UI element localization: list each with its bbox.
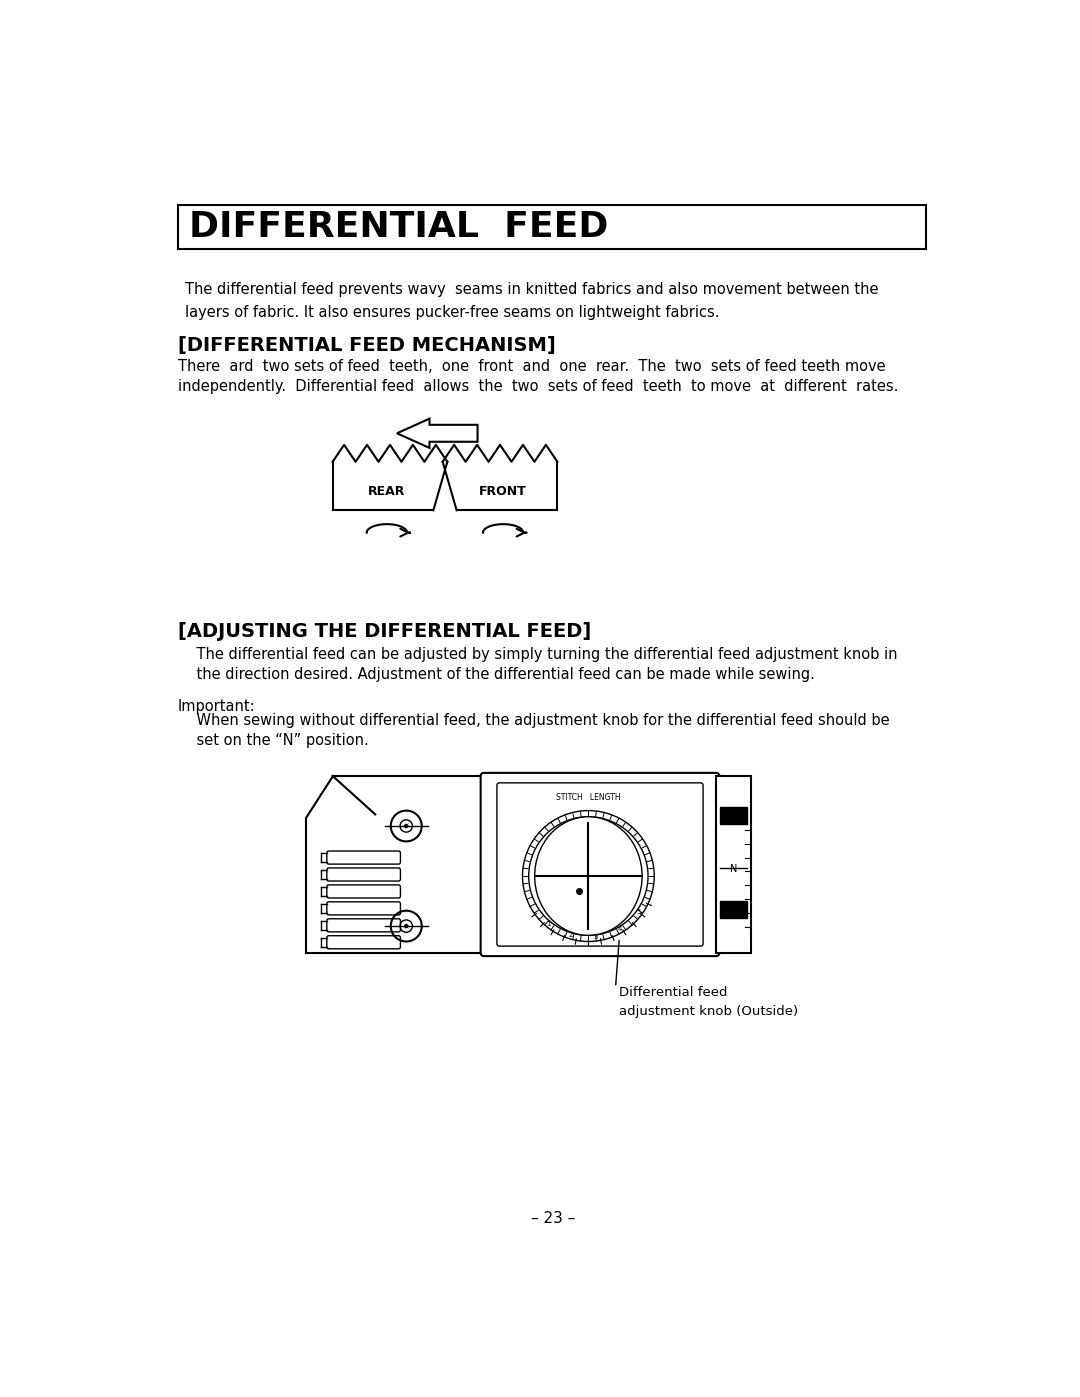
Text: Important:: Important: (177, 698, 255, 714)
Text: GATHER: GATHER (723, 914, 745, 918)
FancyBboxPatch shape (716, 775, 751, 953)
Polygon shape (306, 775, 484, 953)
FancyBboxPatch shape (720, 806, 747, 824)
Text: FRONT: FRONT (480, 485, 527, 497)
Text: When sewing without differential feed, the adjustment knob for the differential : When sewing without differential feed, t… (177, 712, 889, 728)
FancyBboxPatch shape (177, 204, 926, 249)
Text: 5: 5 (636, 909, 640, 915)
Text: STRETCH: STRETCH (721, 816, 746, 821)
Text: – 23 –: – 23 – (531, 1211, 576, 1227)
Text: Differential feed: Differential feed (619, 986, 728, 999)
FancyBboxPatch shape (327, 868, 401, 882)
Circle shape (405, 824, 408, 827)
FancyBboxPatch shape (481, 773, 719, 956)
Text: independently.  Differential feed  allows  the  two  sets of feed  teeth  to mov: independently. Differential feed allows … (177, 379, 897, 394)
Text: The differential feed can be adjusted by simply turning the differential feed ad: The differential feed can be adjusted by… (177, 647, 897, 662)
Text: DIFFERENTIAL  FEED: DIFFERENTIAL FEED (189, 210, 609, 244)
Text: [DIFFERENTIAL FEED MECHANISM]: [DIFFERENTIAL FEED MECHANISM] (177, 335, 555, 355)
Ellipse shape (535, 817, 643, 936)
Text: REAR: REAR (368, 485, 406, 497)
Circle shape (405, 925, 408, 928)
FancyBboxPatch shape (327, 902, 401, 915)
FancyBboxPatch shape (327, 884, 401, 898)
Text: The differential feed prevents wavy  seams in knitted fabrics and also movement : The differential feed prevents wavy seam… (186, 282, 879, 320)
Text: 4: 4 (618, 926, 622, 932)
FancyBboxPatch shape (327, 936, 401, 949)
Text: adjustment knob (Outside): adjustment knob (Outside) (619, 1004, 798, 1017)
Circle shape (529, 817, 648, 936)
Text: 1: 1 (546, 921, 551, 926)
Text: There  ard  two sets of feed  teeth,  one  front  and  one  rear.  The  two  set: There ard two sets of feed teeth, one fr… (177, 359, 886, 373)
FancyBboxPatch shape (327, 851, 401, 865)
Text: 3: 3 (594, 935, 598, 940)
Polygon shape (397, 419, 477, 448)
Text: STITCH   LENGTH: STITCH LENGTH (556, 793, 621, 802)
FancyBboxPatch shape (327, 919, 401, 932)
Text: 2: 2 (569, 932, 573, 939)
Text: [ADJUSTING THE DIFFERENTIAL FEED]: [ADJUSTING THE DIFFERENTIAL FEED] (177, 622, 591, 641)
FancyBboxPatch shape (720, 901, 747, 918)
Text: the direction desired. Adjustment of the differential feed can be made while sew: the direction desired. Adjustment of the… (177, 666, 814, 682)
Text: N: N (730, 865, 738, 875)
Text: set on the “N” position.: set on the “N” position. (177, 733, 368, 747)
FancyBboxPatch shape (497, 782, 703, 946)
